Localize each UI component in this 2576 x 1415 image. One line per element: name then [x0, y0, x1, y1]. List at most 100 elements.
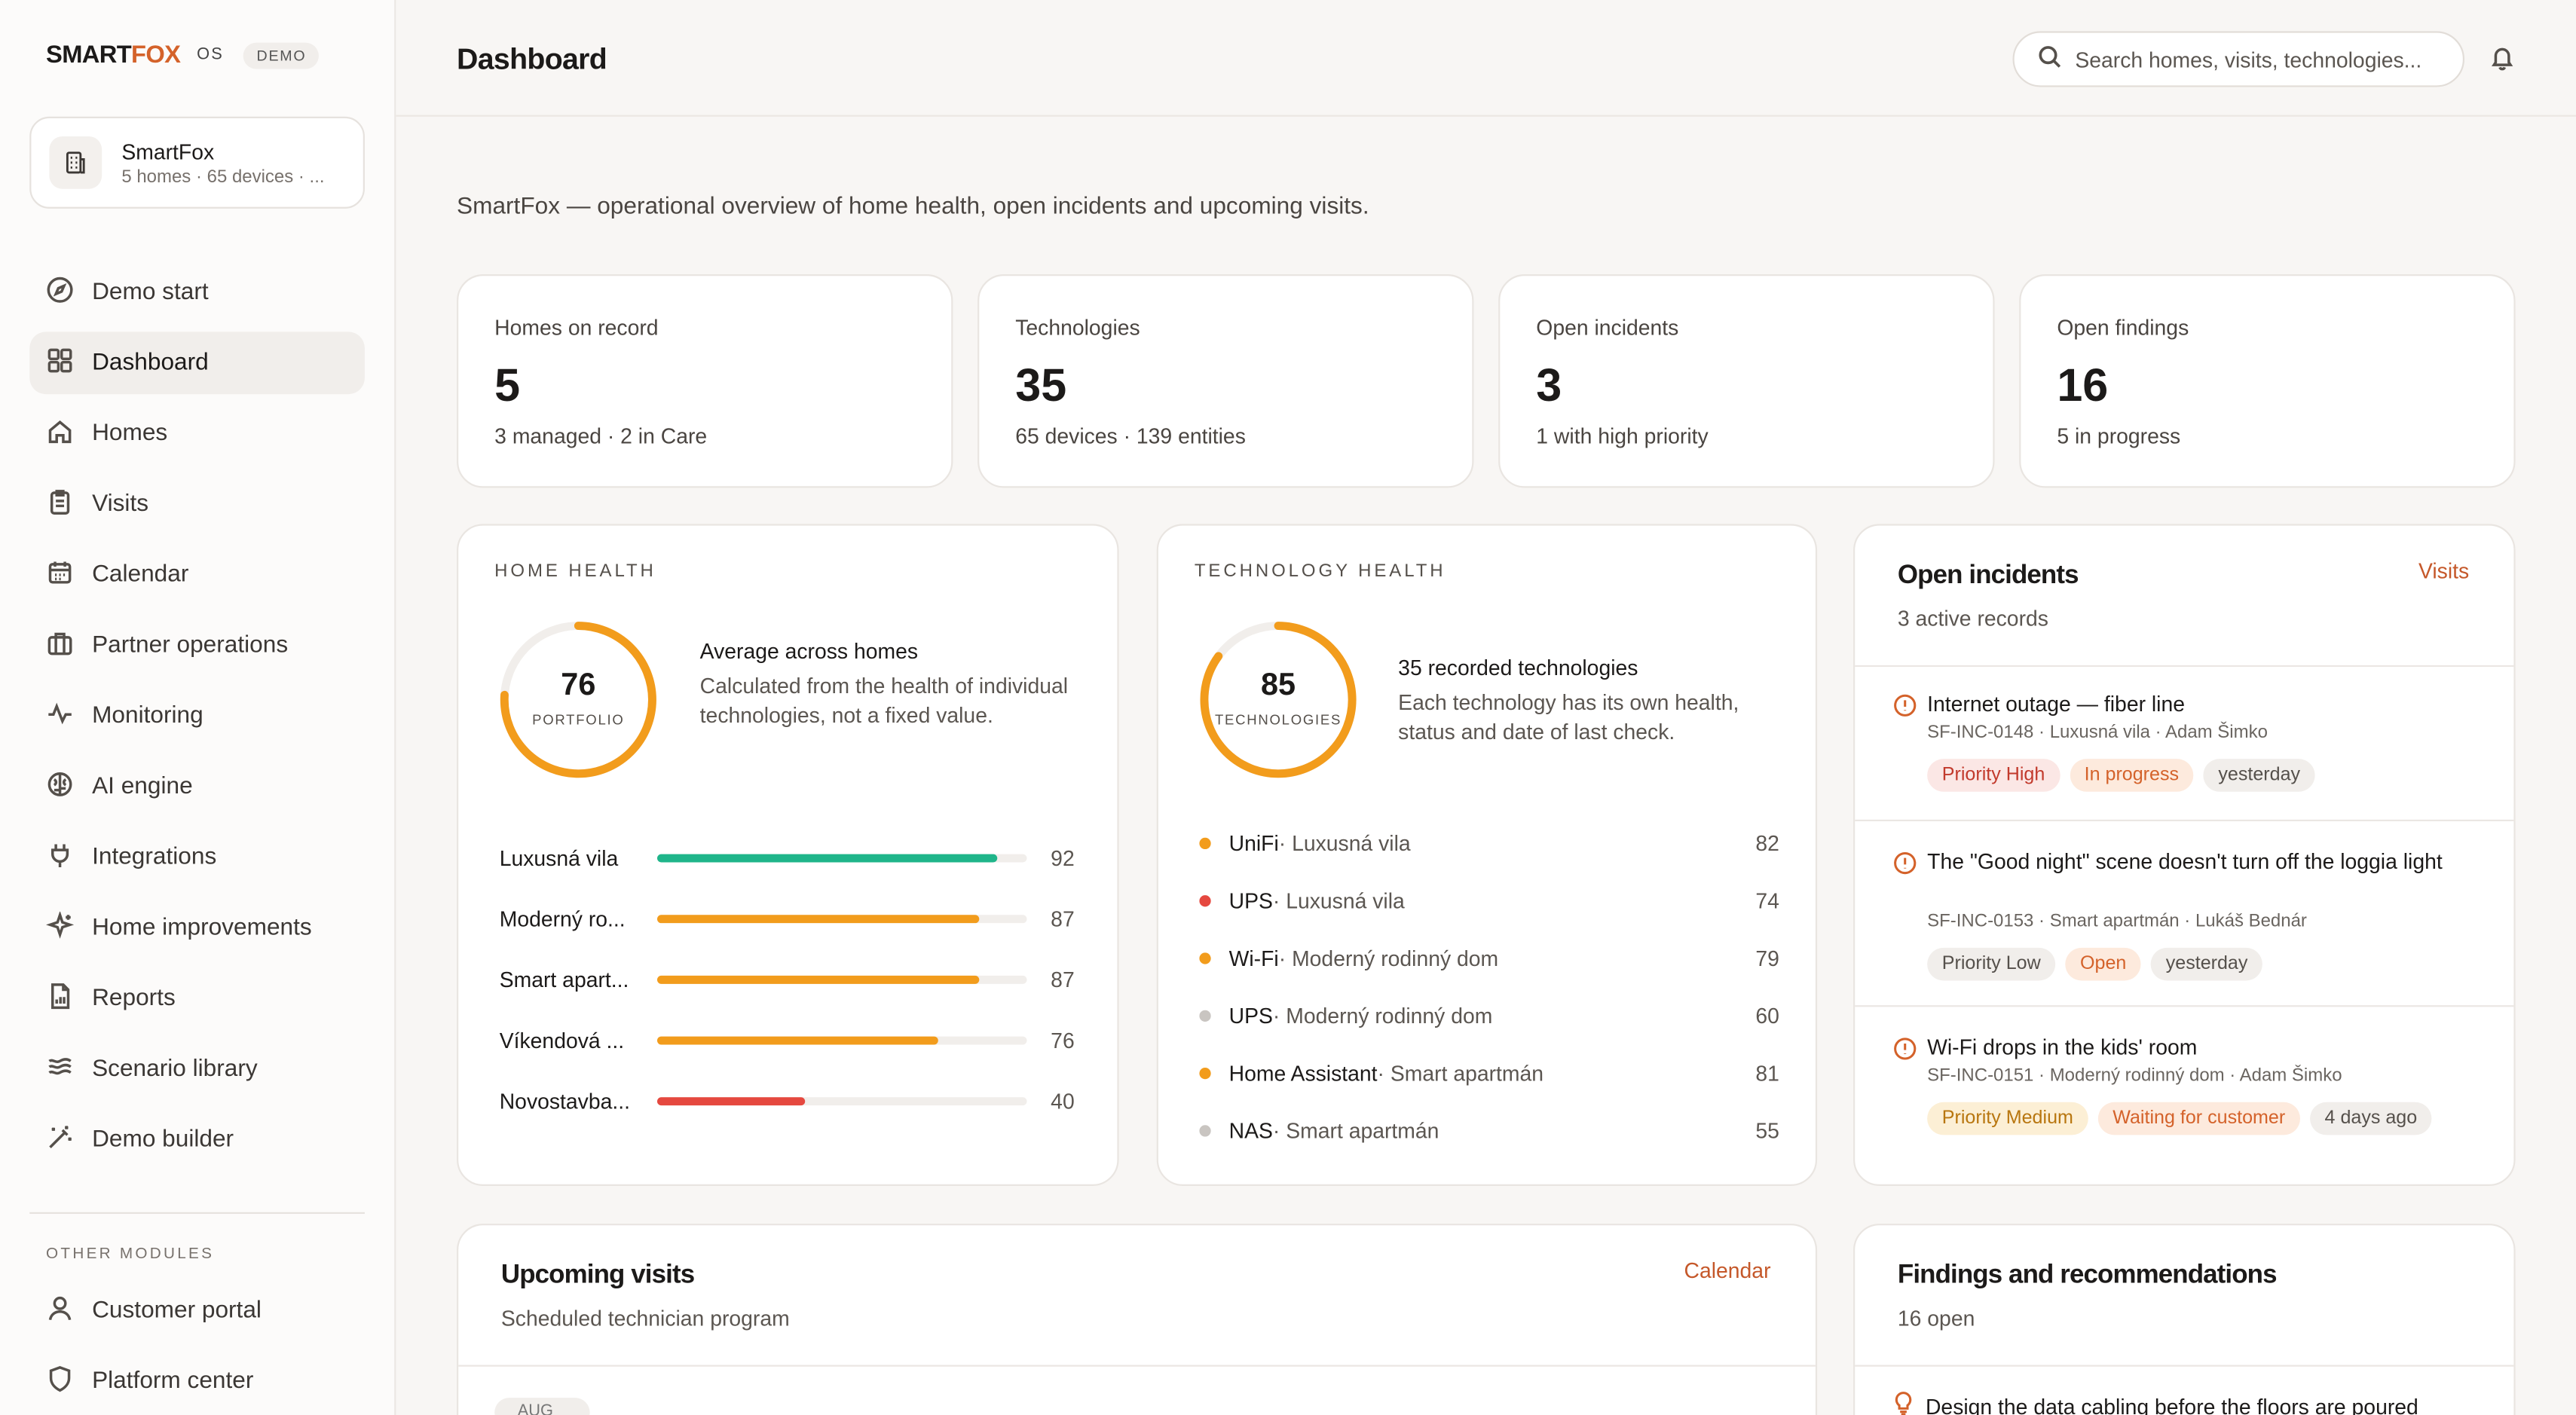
sidebar-item-partner-operations[interactable]: Partner operations	[29, 614, 365, 677]
sidebar-item-label: Demo builder	[92, 1126, 234, 1154]
sidebar-item-integrations[interactable]: Integrations	[29, 827, 365, 889]
ring-caption: PORTFOLIO	[532, 711, 625, 728]
incident-tags: Priority Medium Waiting for customer 4 day…	[1927, 1102, 2432, 1135]
home-health-row[interactable]: Moderný ro... 87	[500, 888, 1075, 949]
sidebar-item-label: AI engine	[92, 773, 193, 800]
technology-row[interactable]: Wi-Fi · Moderný rodinný dom 79	[1195, 930, 1779, 987]
sidebar-item-demo-builder[interactable]: Demo builder	[29, 1109, 365, 1172]
technology-row[interactable]: NAS · Smart apartmán 55	[1195, 1102, 1779, 1160]
status-dot	[1199, 952, 1211, 964]
health-bar-track	[657, 915, 1027, 924]
sidebar-item-label: Monitoring	[92, 703, 203, 729]
sidebar-item-customer-portal[interactable]: Customer portal	[29, 1279, 365, 1342]
incident-title: The "Good night" scene doesn't turn off …	[1927, 849, 2443, 874]
panel-subtitle: 3 active records	[1897, 606, 2048, 631]
logo[interactable]: SMARTFOX OS DEMO	[46, 41, 320, 69]
home-health-row[interactable]: Víkendová ... 76	[500, 1010, 1075, 1071]
home-score: 87	[1051, 967, 1075, 992]
calendar-link[interactable]: Calendar	[1684, 1258, 1771, 1283]
incident-meta: SF-INC-0148 · Luxusná vila · Adam Šimko	[1927, 723, 2268, 743]
technology-location: · Luxusná vila	[1272, 888, 1405, 914]
technology-row[interactable]: UniFi · Luxusná vila 82	[1195, 814, 1779, 872]
compass-icon	[46, 275, 74, 310]
visits-link[interactable]: Visits	[2418, 558, 2470, 583]
sidebar-item-scenario-library[interactable]: Scenario library	[29, 1038, 365, 1101]
kpi-technologies[interactable]: Technologies 35 65 devices · 139 entitie…	[977, 274, 1474, 488]
plug-icon	[46, 840, 74, 875]
home-name: Novostavba...	[499, 1089, 631, 1114]
technology-row[interactable]: UPS · Luxusná vila 74	[1195, 873, 1779, 930]
sidebar-item-dashboard[interactable]: Dashboard	[29, 332, 365, 395]
findings-card: Findings and recommendations 16 open Des…	[1853, 1224, 2516, 1415]
ring-title: Average across homes	[699, 639, 919, 664]
technology-score: 82	[1755, 831, 1779, 856]
sidebar-item-demo-start[interactable]: Demo start	[29, 261, 365, 324]
shield-icon	[46, 1364, 74, 1398]
ring-desc: Calculated from the health of individual…	[699, 673, 1069, 728]
kpi-label: Technologies	[1015, 315, 1140, 341]
bell-icon[interactable]	[2489, 44, 2519, 74]
incident-item[interactable]: Internet outage — fiber line SF-INC-0148 …	[1855, 690, 2513, 821]
ring-score: 85	[1260, 668, 1296, 704]
sidebar-item-visits[interactable]: Visits	[29, 473, 365, 536]
sidebar-item-home-improvements[interactable]: Home improvements	[29, 897, 365, 959]
sidebar-item-label: Platform center	[92, 1368, 254, 1395]
home-name: Moderný ro...	[499, 906, 626, 932]
technology-location: · Luxusná vila	[1278, 831, 1411, 856]
clipboard-icon	[46, 487, 74, 521]
home-name: Luxusná vila	[499, 845, 619, 871]
ring-progress	[500, 622, 656, 778]
home-health-row[interactable]: Novostavba... 40	[500, 1071, 1075, 1132]
kpi-open-findings[interactable]: Open findings 16 5 in progress	[2019, 274, 2516, 488]
panel-separator	[1855, 1365, 2514, 1367]
health-bar-fill	[657, 975, 979, 984]
health-bar-track	[657, 1097, 1027, 1106]
sidebar-item-label: Homes	[92, 420, 168, 447]
ring-title: 35 recorded technologies	[1398, 655, 1638, 680]
finding-item[interactable]: Design the data cabling before the floor…	[1892, 1391, 2418, 1415]
home-health-row[interactable]: Luxusná vila 92	[500, 828, 1075, 889]
demo-badge: DEMO	[243, 41, 320, 69]
kpi-label: Open incidents	[1536, 315, 1679, 341]
tenant-switcher[interactable]: SmartFox 5 homes · 65 devices · ...	[29, 116, 365, 209]
sidebar-item-platform-center[interactable]: Platform center	[29, 1350, 365, 1413]
brain-icon	[46, 769, 74, 804]
panel-subtitle: Scheduled technician program	[500, 1306, 790, 1331]
search-input[interactable]: Search homes, visits, technologies...	[2012, 31, 2464, 87]
home-name: Víkendová ...	[499, 1028, 625, 1053]
kpi-value: 3	[1536, 359, 1562, 411]
section-label: HOME HEALTH	[494, 561, 656, 582]
sidebar-item-label: Demo start	[92, 279, 209, 306]
technology-location: · Smart apartmán	[1272, 1118, 1439, 1144]
sidebar: SMARTFOX OS DEMO SmartFox 5 homes · 65 d…	[0, 0, 396, 1415]
sidebar-item-ai-engine[interactable]: AI engine	[29, 756, 365, 818]
health-bar-fill	[657, 1097, 806, 1106]
wand-icon	[46, 1123, 74, 1157]
sidebar-item-monitoring[interactable]: Monitoring	[29, 685, 365, 747]
home-health-row[interactable]: Smart apart... 87	[500, 949, 1075, 1010]
ring-progress	[1200, 622, 1357, 778]
panel-title: Open incidents	[1897, 561, 2079, 590]
report-icon	[46, 982, 74, 1016]
grid-icon	[46, 346, 74, 380]
sidebar-item-label: Reports	[92, 986, 176, 1012]
sidebar-item-homes[interactable]: Homes	[29, 402, 365, 465]
sidebar-item-label: Partner operations	[92, 632, 289, 659]
technology-row[interactable]: UPS · Moderný rodinný dom 60	[1195, 987, 1779, 1044]
incident-tag: yesterday	[2151, 947, 2263, 981]
incident-item[interactable]: The "Good night" scene doesn't turn off …	[1855, 848, 2513, 981]
alert-circle-icon	[1892, 851, 1917, 876]
sidebar-item-reports[interactable]: Reports	[29, 967, 365, 1030]
technology-score: 60	[1755, 1003, 1779, 1028]
technology-row[interactable]: Home Assistant · Smart apartmán 81	[1195, 1044, 1779, 1102]
sidebar-item-label: Dashboard	[92, 350, 209, 377]
incident-item[interactable]: Wi-Fi drops in the kids' room SF-INC-0151…	[1855, 1033, 2513, 1164]
health-bar-fill	[657, 1036, 938, 1045]
status-dot	[1199, 1068, 1211, 1080]
kpi-homes[interactable]: Homes on record 5 3 managed · 2 in Care	[457, 274, 953, 488]
search-placeholder: Search homes, visits, technologies...	[2075, 47, 2422, 72]
activity-icon	[46, 699, 74, 734]
kpi-open-incidents[interactable]: Open incidents 3 1 with high priority	[1498, 274, 1995, 488]
health-bar-track	[657, 1036, 1027, 1045]
sidebar-item-calendar[interactable]: Calendar	[29, 544, 365, 607]
